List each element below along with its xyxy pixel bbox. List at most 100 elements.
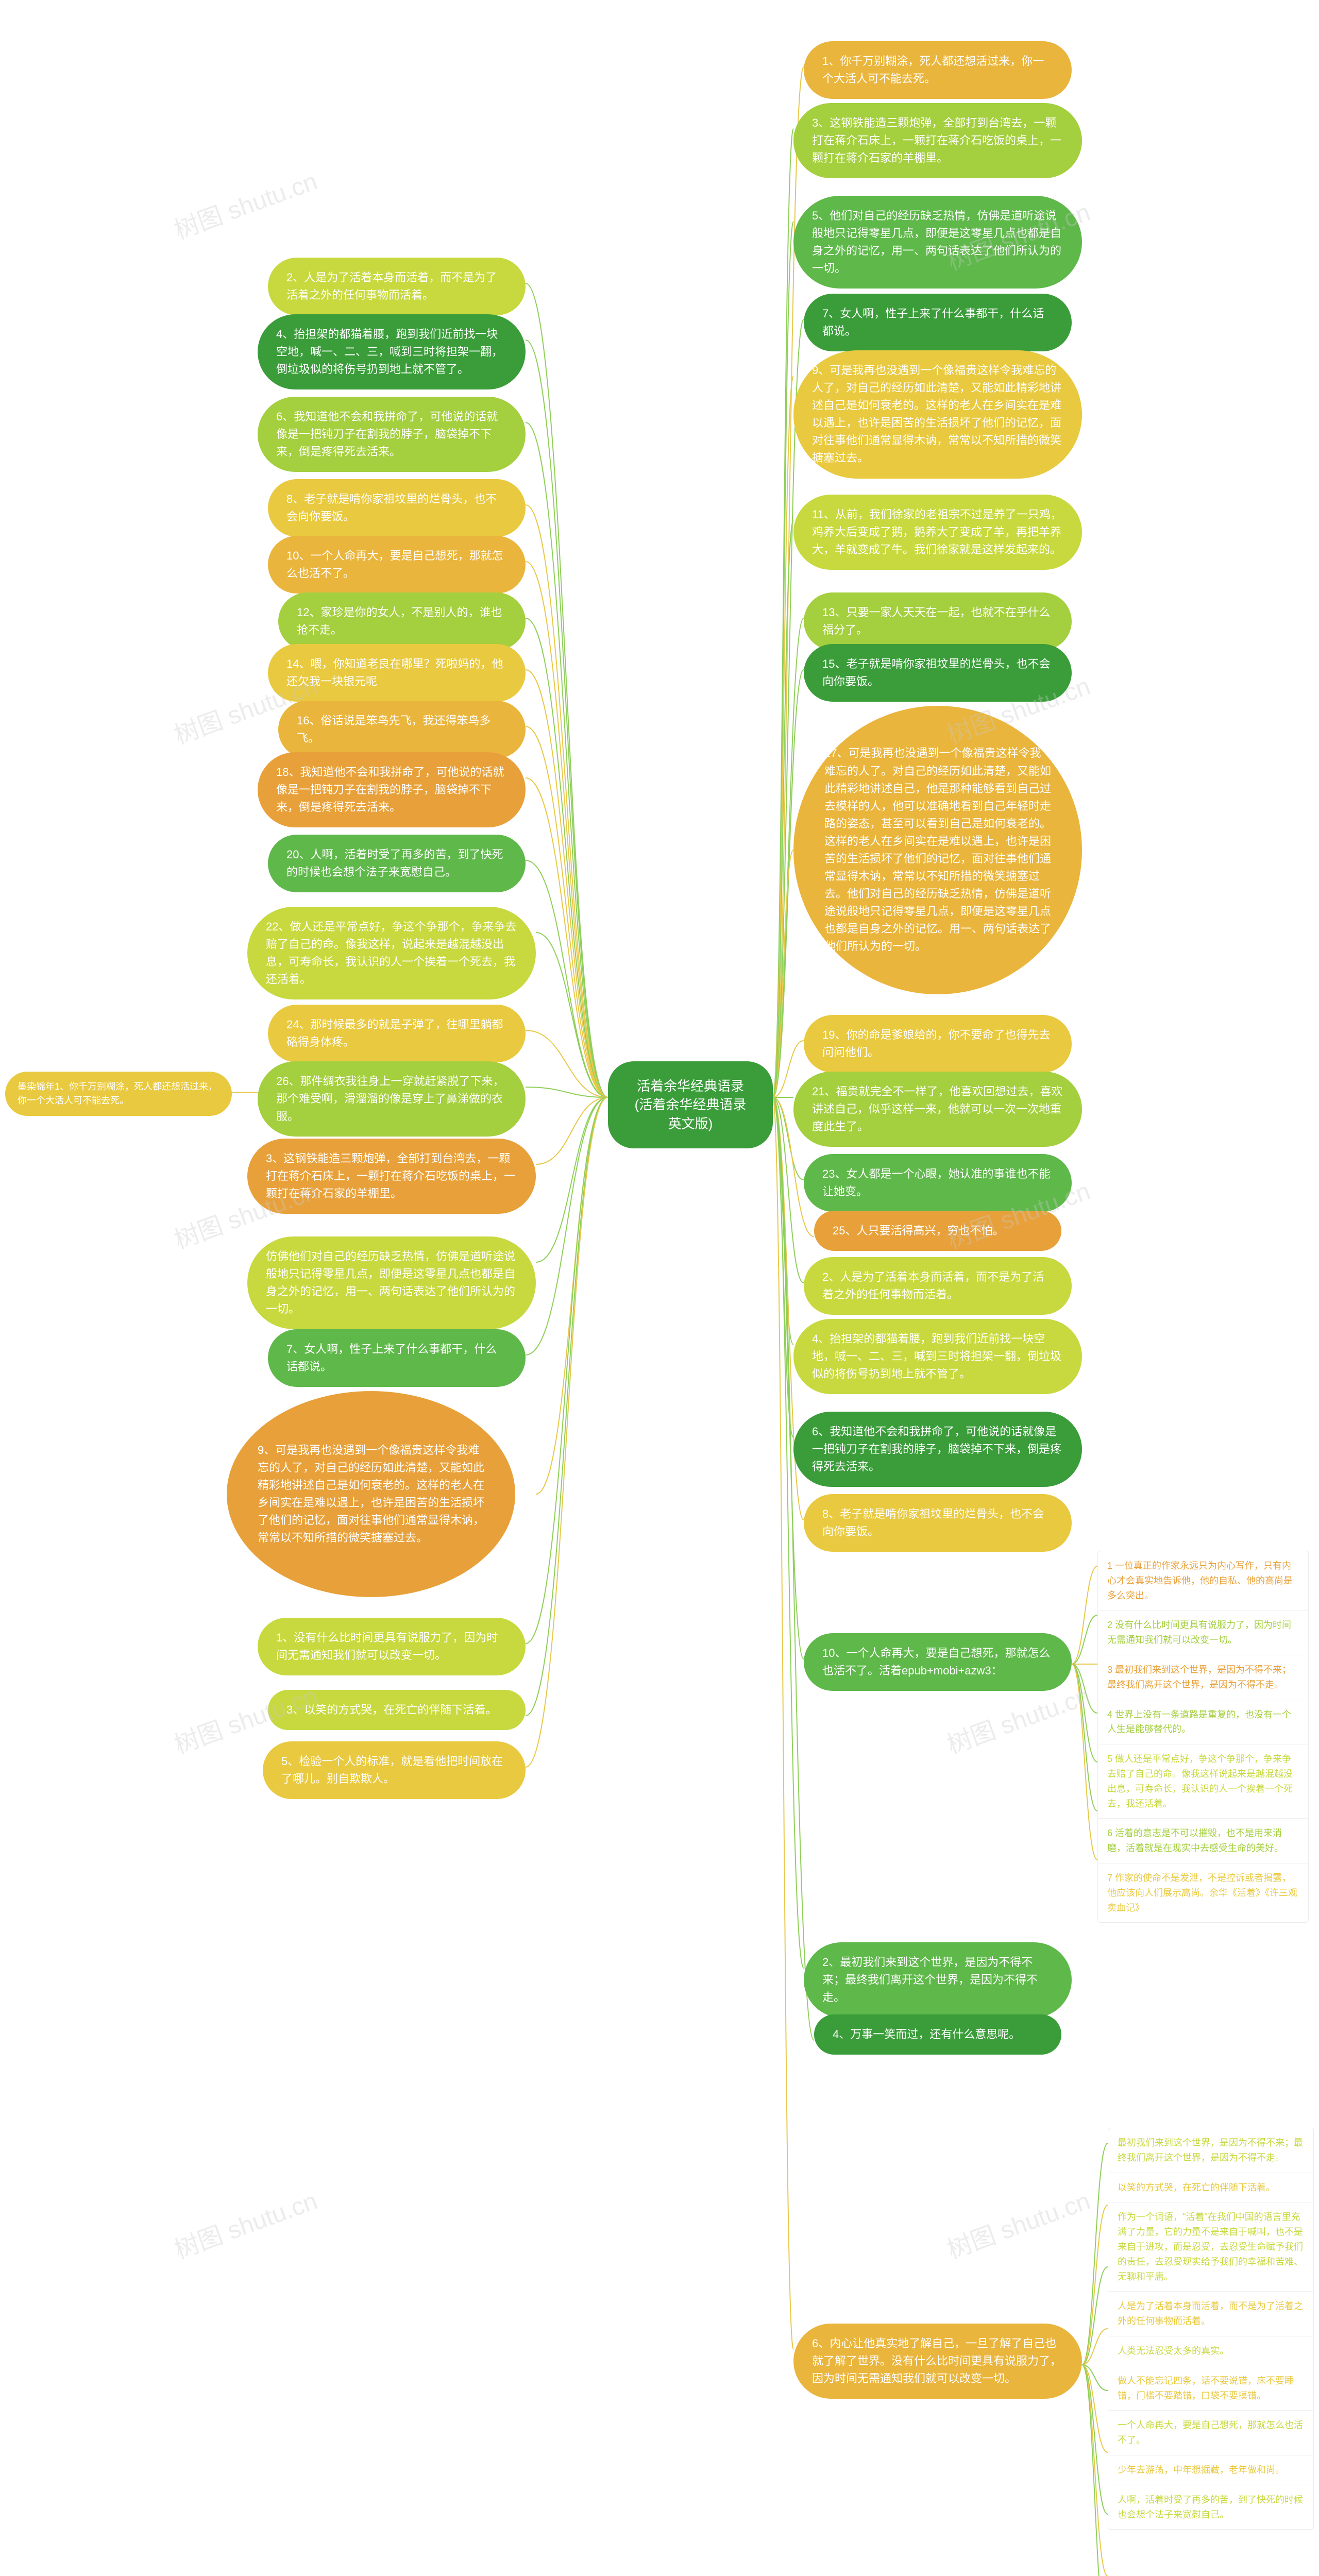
mindmap-node: 5、检验一个人的标准，就是看他把时间放在了哪儿。别自欺欺人。 (263, 1741, 526, 1799)
mindmap-node: 8、老子就是啃你家祖坟里的烂骨头，也不会向你要饭。 (268, 479, 526, 537)
mindmap-node: 7、女人啊，性子上来了什么事都干，什么话都说。 (268, 1329, 526, 1387)
node-label: 7、女人啊，性子上来了什么事都干，什么话都说。 (822, 305, 1053, 340)
mindmap-node: 6、我知道他不会和我拼命了，可他说的话就像是一把钝刀子在割我的脖子，脑袋掉不下来… (258, 397, 526, 472)
center-topic-label: 活着余华经典语录(活着余华经典语录英文版) (629, 1077, 752, 1133)
mindmap-node: 21、福贵就完全不一样了，他喜欢回想过去，喜欢讲述自己，似乎这样一来，他就可以一… (793, 1072, 1082, 1147)
mindmap-node: 26、那件绸衣我往身上一穿就赶紧脱了下来，那个难受啊，滑溜溜的像是穿上了鼻涕做的… (258, 1061, 526, 1137)
mindmap-node: 9、可是我再也没遇到一个像福贵这样令我难忘的人了，对自己的经历如此清楚，又能如此… (227, 1391, 515, 1597)
mindmap-node: 11、从前，我们徐家的老祖宗不过是养了一只鸡，鸡养大后变成了鹅，鹅养大了变成了羊… (793, 495, 1082, 570)
mindmap-node: 17、可是我再也没遇到一个像福贵这样令我难忘的人了。对自己的经历如此清楚，又能如… (793, 706, 1082, 994)
node-label: 26、那件绸衣我往身上一穿就赶紧脱了下来，那个难受啊，滑溜溜的像是穿上了鼻涕做的… (276, 1073, 507, 1125)
node-label: 2、人是为了活着本身而活着，而不是为了活着之外的任何事物而活着。 (822, 1268, 1053, 1303)
leaf-item: 5 做人还是平常点好，争这个争那个，争来争去赔了自己的命。像我这样说起来是越混越… (1098, 1744, 1308, 1819)
mindmap-node: 3、这钢铁能造三颗炮弹，全部打到台湾去，一颗打在蒋介石床上，一颗打在蒋介石吃饭的… (247, 1139, 536, 1214)
node-label: 8、老子就是啃你家祖坟里的烂骨头，也不会向你要饭。 (286, 490, 507, 526)
node-label: 2、最初我们来到这个世界，是因为不得不来；最终我们离开这个世界，是因为不得不走。 (822, 1954, 1053, 2006)
mindmap-node: 10、一个人命再大，要是自己想死，那就怎么也活不了。活着epub+mobi+az… (804, 1633, 1072, 1691)
node-label: 24、那时候最多的就是子弹了，往哪里躺都硌得身体疼。 (286, 1016, 507, 1051)
watermark-text: 树图 shutu.cn (168, 161, 322, 246)
leaf-item: 人类无法忍受太多的真实。 (1108, 2336, 1313, 2366)
leaf-item: 4 世界上没有一条道路是重复的，也没有一个人生是能够替代的。 (1098, 1700, 1308, 1745)
mindmap-node: 15、老子就是啃你家祖坟里的烂骨头，也不会向你要饭。 (804, 644, 1072, 702)
node-label: 3、这钢铁能造三颗炮弹，全部打到台湾去，一颗打在蒋介石床上，一颗打在蒋介石吃饭的… (266, 1150, 517, 1202)
mindmap-node: 4、抬担架的都猫着腰，跑到我们近前找一块空地，喊一、二、三，喊到三时将担架一翻，… (793, 1319, 1082, 1394)
node-label: 6、内心让他真实地了解自己，一旦了解了自己也就了解了世界。没有什么比时间更具有说… (812, 2335, 1063, 2387)
mindmap-node: 22、做人还是平常点好，争这个争那个，争来争去赔了自己的命。像我这样，说起来是越… (247, 907, 536, 999)
node-label: 1、没有什么比时间更具有说服力了，因为时间无需通知我们就可以改变一切。 (276, 1629, 507, 1664)
mindmap-node: 1、没有什么比时间更具有说服力了，因为时间无需通知我们就可以改变一切。 (258, 1618, 526, 1675)
node-label: 4、抬担架的都猫着腰，跑到我们近前找一块空地，喊一、二、三，喊到三时将担架一翻，… (812, 1330, 1063, 1383)
node-label: 4、万事一笑而过，还有什么意思呢。 (833, 2026, 1020, 2043)
mindmap-node: 9、可是我再也没遇到一个像福贵这样令我难忘的人了，对自己的经历如此清楚，又能如此… (793, 350, 1082, 479)
watermark-text: 树图 shutu.cn (941, 2180, 1094, 2265)
leaf-item: 做人不能忘记四条，话不要说错，床不要睡错，门槛不要踏错，口袋不要摸错。 (1108, 2366, 1313, 2411)
mindmap-node: 4、抬担架的都猫着腰，跑到我们近前找一块空地，喊一、二、三，喊到三时将担架一翻，… (258, 314, 526, 389)
node-label: 19、你的命是爹娘给的，你不要命了也得先去问问他们。 (822, 1026, 1053, 1061)
node-label: 8、老子就是啃你家祖坟里的烂骨头，也不会向你要饭。 (822, 1505, 1053, 1540)
node-label: 17、可是我再也没遇到一个像福贵这样令我难忘的人了。对自己的经历如此清楚，又能如… (824, 744, 1051, 955)
leaf-list: 最初我们来到这个世界，是因为不得不来；最终我们离开这个世界，是因为不得不走。以笑… (1108, 2128, 1314, 2530)
watermark-text: 树图 shutu.cn (168, 2180, 322, 2265)
node-label: 23、女人都是一个心眼，她认准的事谁也不能让她变。 (822, 1165, 1053, 1200)
node-label: 25、人只要活得高兴，穷也不怕。 (833, 1222, 1004, 1240)
node-label: 7、女人啊，性子上来了什么事都干，什么话都说。 (286, 1341, 507, 1376)
center-topic: 活着余华经典语录(活着余华经典语录英文版) (608, 1061, 773, 1148)
node-label: 14、喂，你知道老良在哪里？死啦妈的，他还欠我一块银元呢 (286, 655, 507, 690)
node-label: 22、做人还是平常点好，争这个争那个，争来争去赔了自己的命。像我这样，说起来是越… (266, 918, 517, 988)
mindmap-node: 1、你千万别糊涂，死人都还想活过来，你一个大活人可不能去死。 (804, 41, 1072, 99)
node-label: 13、只要一家人天天在一起，也就不在乎什么福分了。 (822, 604, 1053, 639)
mindmap-node: 16、俗话说是笨鸟先飞，我还得笨鸟多飞。 (278, 701, 526, 758)
node-label: 18、我知道他不会和我拼命了，可他说的话就像是一把钝刀子在割我的脖子，脑袋掉不下… (276, 764, 507, 816)
node-label: 10、一个人命再大，要是自己想死，那就怎么也活不了。活着epub+mobi+az… (822, 1645, 1053, 1680)
mindmap-node: 5、他们对自己的经历缺乏热情，仿佛是道听途说般地只记得零星几点，即便是这零星几点… (793, 196, 1082, 289)
leaf-item: 作为一个词语，"活着"在我们中国的语言里充满了力量，它的力量不是来自于喊叫，也不… (1108, 2202, 1313, 2292)
leaf-item: 人是为了活着本身而活着，而不是为了活着之外的任何事物而活着。 (1108, 2292, 1313, 2336)
node-label: 5、检验一个人的标准，就是看他把时间放在了哪儿。别自欺欺人。 (281, 1753, 507, 1788)
mindmap-node: 19、你的命是爹娘给的，你不要命了也得先去问问他们。 (804, 1015, 1072, 1073)
leaf-item: 最初我们来到这个世界，是因为不得不来；最终我们离开这个世界，是因为不得不走。 (1108, 2128, 1313, 2173)
node-label: 16、俗话说是笨鸟先飞，我还得笨鸟多飞。 (297, 712, 507, 747)
mindmap-node: 24、那时候最多的就是子弹了，往哪里躺都硌得身体疼。 (268, 1005, 526, 1062)
leaf-list: 1 一位真正的作家永远只为内心写作，只有内心才会真实地告诉他，他的自私、他的高尚… (1097, 1551, 1309, 1923)
mindmap-node: 2、人是为了活着本身而活着，而不是为了活着之外的任何事物而活着。 (804, 1257, 1072, 1315)
mindmap-node: 4、万事一笑而过，还有什么意思呢。 (814, 2014, 1061, 2055)
mindmap-node: 8、老子就是啃你家祖坟里的烂骨头，也不会向你要饭。 (804, 1494, 1072, 1552)
node-label: 20、人啊，活着时受了再多的苦，到了快死的时候也会想个法子来宽慰自己。 (286, 846, 507, 881)
node-label: 9、可是我再也没遇到一个像福贵这样令我难忘的人了，对自己的经历如此清楚，又能如此… (812, 362, 1063, 467)
node-label: 11、从前，我们徐家的老祖宗不过是养了一只鸡，鸡养大后变成了鹅，鹅养大了变成了羊… (812, 506, 1063, 558)
leaf-item: 少年去游荡，中年想掘藏，老年做和尚。 (1108, 2455, 1313, 2485)
mindmap-node: 25、人只要活得高兴，穷也不怕。 (814, 1211, 1061, 1251)
leaf-item: 2 没有什么比时间更具有说服力了，因为时间无需通知我们就可以改变一切。 (1098, 1611, 1308, 1655)
mindmap-node: 6、我知道他不会和我拼命了，可他说的话就像是一把钝刀子在割我的脖子，脑袋掉不下来… (793, 1412, 1082, 1487)
mindmap-node: 14、喂，你知道老良在哪里？死啦妈的，他还欠我一块银元呢 (268, 644, 526, 702)
node-label: 6、我知道他不会和我拼命了，可他说的话就像是一把钝刀子在割我的脖子，脑袋掉不下来… (812, 1423, 1063, 1476)
node-label: 3、以笑的方式哭，在死亡的伴随下活着。 (286, 1701, 497, 1719)
node-label: 10、一个人命再大，要是自己想死，那就怎么也活不了。 (286, 547, 507, 582)
mindmap-node: 20、人啊，活着时受了再多的苦，到了快死的时候也会想个法子来宽慰自己。 (268, 835, 526, 892)
node-label: 6、我知道他不会和我拼命了，可他说的话就像是一把钝刀子在割我的脖子，脑袋掉不下来… (276, 408, 507, 461)
node-label: 2、人是为了活着本身而活着，而不是为了活着之外的任何事物而活着。 (286, 269, 507, 304)
node-label: 9、可是我再也没遇到一个像福贵这样令我难忘的人了，对自己的经历如此清楚，又能如此… (258, 1442, 484, 1547)
node-label: 21、福贵就完全不一样了，他喜欢回想过去，喜欢讲述自己，似乎这样一来，他就可以一… (812, 1083, 1063, 1136)
node-label: 4、抬担架的都猫着腰，跑到我们近前找一块空地，喊一、二、三，喊到三时将担架一翻，… (276, 326, 507, 378)
mindmap-node: 2、最初我们来到这个世界，是因为不得不来；最终我们离开这个世界，是因为不得不走。 (804, 1942, 1072, 2018)
leaf-item: 一个人命再大，要是自己想死，那就怎么也活不了。 (1108, 2411, 1313, 2455)
leaf-item: 以笑的方式哭，在死亡的伴随下活着。 (1108, 2173, 1313, 2203)
leaf-item: 1 一位真正的作家永远只为内心写作，只有内心才会真实地告诉他，他的自私、他的高尚… (1098, 1551, 1308, 1611)
node-label: 仿佛他们对自己的经历缺乏热情，仿佛是道听途说般地只记得零星几点，即便是这零星几点… (266, 1248, 517, 1318)
mindmap-node: 10、一个人命再大，要是自己想死，那就怎么也活不了。 (268, 536, 526, 594)
mindmap-node: 2、人是为了活着本身而活着，而不是为了活着之外的任何事物而活着。 (268, 258, 526, 315)
node-label: 1、你千万别糊涂，死人都还想活过来，你一个大活人可不能去死。 (822, 53, 1053, 88)
leaf-item: 7 作家的使命不是发泄，不是控诉或者揭露，他应该向人们展示高尚。余华《活着》《许… (1098, 1863, 1308, 1922)
mindmap-node: 18、我知道他不会和我拼命了，可他说的话就像是一把钝刀子在割我的脖子，脑袋掉不下… (258, 752, 526, 827)
mindmap-node: 7、女人啊，性子上来了什么事都干，什么话都说。 (804, 294, 1072, 351)
leaf-item: 6 活着的意志是不可以摧毁，也不是用来消磨，活着就是在现实中去感受生命的美好。 (1098, 1819, 1308, 1863)
mindmap-node: 12、家珍是你的女人，不是别人的，谁也抢不走。 (278, 592, 526, 650)
leaf-item: 3 最初我们来到这个世界，是因为不得不来；最终我们离开这个世界，是因为不得不走。 (1098, 1655, 1308, 1700)
mindmap-node: 仿佛他们对自己的经历缺乏热情，仿佛是道听途说般地只记得零星几点，即便是这零星几点… (247, 1236, 536, 1329)
mindmap-node: 墨染锦年1、你千万别糊涂，死人都还想活过来，你一个大活人可不能去死。 (5, 1072, 232, 1116)
mindmap-node: 3、这钢铁能造三颗炮弹，全部打到台湾去，一颗打在蒋介石床上，一颗打在蒋介石吃饭的… (793, 103, 1082, 178)
leaf-item: 人啊，活着时受了再多的苦，到了快死的时候也会想个法子来宽慰自己。 (1108, 2485, 1313, 2530)
node-label: 3、这钢铁能造三颗炮弹，全部打到台湾去，一颗打在蒋介石床上，一颗打在蒋介石吃饭的… (812, 114, 1063, 167)
mindmap-node: 23、女人都是一个心眼，她认准的事谁也不能让她变。 (804, 1154, 1072, 1212)
